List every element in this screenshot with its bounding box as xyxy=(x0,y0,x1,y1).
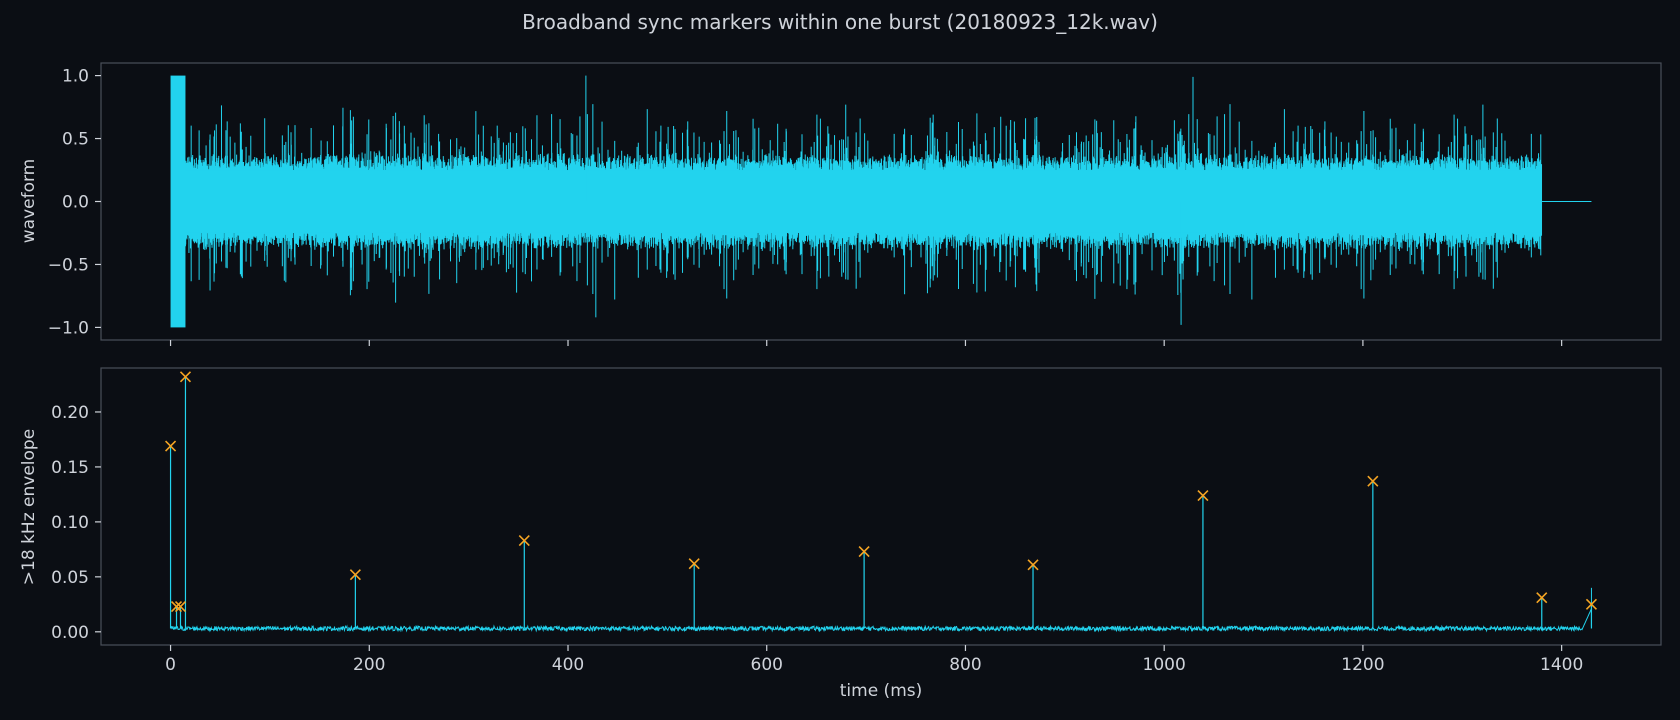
waveform-ytick-label: 0.0 xyxy=(62,193,89,213)
waveform-ytick-label: −0.5 xyxy=(48,255,89,275)
peak-marker xyxy=(1585,598,1598,610)
envelope-xtick-label: 200 xyxy=(353,655,385,675)
envelope-plot xyxy=(169,376,1593,633)
peak-marker xyxy=(858,546,870,558)
peak-markers xyxy=(164,371,1598,613)
envelope-xtick-label: 600 xyxy=(751,655,783,675)
peak-marker xyxy=(1027,559,1039,571)
envelope-xtick-label: 400 xyxy=(552,655,584,675)
envelope-ytick-label: 0.10 xyxy=(51,513,89,533)
waveform-panel: 1.0 0.5 0.0 −0.5 −1.0 waveform xyxy=(19,62,1662,346)
peak-marker xyxy=(174,600,187,613)
waveform-x-ticks xyxy=(169,340,1563,346)
envelope-axes-frame xyxy=(100,367,1662,646)
figure-title: Broadband sync markers within one burst … xyxy=(522,10,1158,34)
envelope-ytick-label: 0.00 xyxy=(51,623,89,643)
peak-marker xyxy=(179,371,192,383)
waveform-ylabel: waveform xyxy=(19,159,39,243)
envelope-ytick-label: 0.05 xyxy=(51,568,89,588)
waveform-core-band xyxy=(185,170,1542,233)
peak-marker xyxy=(164,440,177,452)
waveform-ytick-label: 0.5 xyxy=(62,130,89,150)
waveform-ytick-label: 1.0 xyxy=(62,67,89,87)
peak-marker xyxy=(1367,475,1379,487)
envelope-xtick-label: 1200 xyxy=(1341,655,1384,675)
envelope-xtick-label: 1400 xyxy=(1540,655,1583,675)
envelope-panel: 0.00 0.05 0.10 0.15 0.20 0 200 400 600 800 1000 12… xyxy=(19,367,1662,701)
peak-marker xyxy=(688,558,700,570)
envelope-xtick-label: 1000 xyxy=(1143,655,1186,675)
waveform-y-ticks: 1.0 0.5 0.0 −0.5 −1.0 xyxy=(48,67,101,338)
waveform-ytick-label: −1.0 xyxy=(48,318,89,338)
envelope-y-ticks: 0.00 0.05 0.10 0.15 0.20 xyxy=(51,403,101,643)
peak-marker xyxy=(349,569,361,581)
envelope-xlabel: time (ms) xyxy=(840,681,923,701)
envelope-ytick-label: 0.15 xyxy=(51,458,89,478)
envelope-x-ticks: 0 200 400 600 800 1000 1200 1400 xyxy=(165,645,1583,675)
peak-marker xyxy=(1197,489,1209,502)
waveform-plot xyxy=(170,75,1592,328)
envelope-ytick-label: 0.20 xyxy=(51,403,89,423)
peak-marker xyxy=(170,600,183,613)
envelope-xtick-label: 0 xyxy=(165,655,176,675)
peak-marker xyxy=(1536,592,1548,604)
peak-marker xyxy=(518,535,530,547)
envelope-xtick-label: 800 xyxy=(949,655,981,675)
envelope-trace xyxy=(170,608,1592,633)
waveform-initial-block xyxy=(170,75,186,328)
envelope-ylabel: >18 kHz envelope xyxy=(19,429,39,585)
